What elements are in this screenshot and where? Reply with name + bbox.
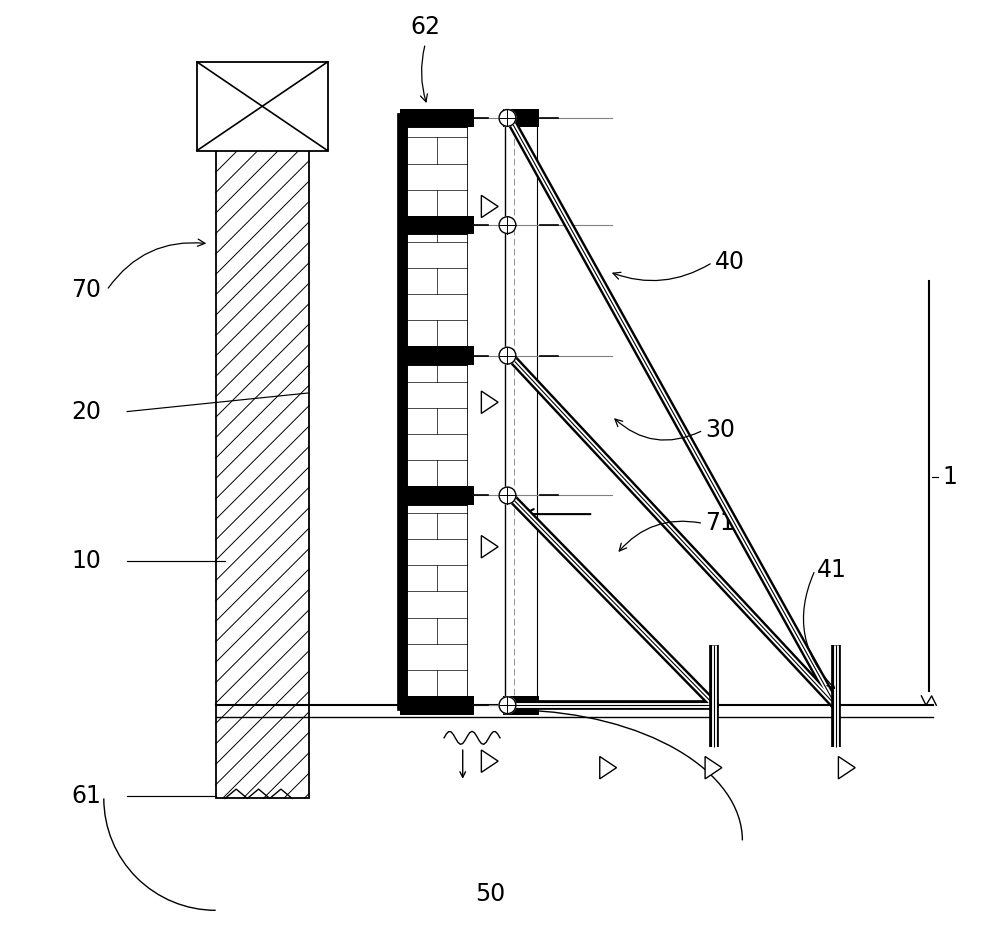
FancyArrowPatch shape	[108, 239, 205, 288]
Text: 70: 70	[71, 279, 101, 302]
Polygon shape	[481, 195, 498, 218]
Circle shape	[499, 697, 516, 713]
Bar	[400, 696, 474, 714]
FancyArrowPatch shape	[420, 46, 427, 102]
Text: 30: 30	[705, 418, 735, 442]
Bar	[400, 108, 474, 127]
Circle shape	[499, 487, 516, 504]
Bar	[400, 486, 474, 505]
Bar	[503, 696, 539, 714]
Polygon shape	[481, 750, 498, 772]
FancyArrowPatch shape	[613, 264, 710, 280]
Text: 62: 62	[410, 15, 440, 38]
Polygon shape	[838, 756, 855, 779]
Bar	[503, 108, 539, 127]
Text: 50: 50	[476, 883, 506, 906]
Bar	[407, 505, 467, 696]
Text: 10: 10	[71, 549, 101, 573]
Text: 1: 1	[943, 465, 958, 489]
Bar	[407, 235, 467, 346]
Polygon shape	[705, 756, 722, 779]
Bar	[197, 62, 328, 151]
Bar	[400, 216, 474, 235]
Bar	[400, 346, 474, 365]
Circle shape	[499, 347, 516, 364]
Bar	[407, 127, 467, 216]
Text: 71: 71	[705, 511, 735, 536]
FancyArrowPatch shape	[615, 419, 701, 440]
Bar	[397, 113, 407, 710]
Bar	[216, 118, 309, 798]
Polygon shape	[481, 536, 498, 558]
Polygon shape	[600, 756, 617, 779]
Polygon shape	[481, 391, 498, 413]
Circle shape	[499, 217, 516, 234]
FancyArrowPatch shape	[803, 572, 835, 688]
Text: 20: 20	[71, 399, 101, 424]
FancyArrowPatch shape	[619, 521, 700, 551]
Text: 61: 61	[71, 784, 101, 808]
Bar	[407, 365, 467, 486]
Text: 40: 40	[714, 251, 744, 274]
Text: 41: 41	[817, 558, 847, 583]
Circle shape	[499, 109, 516, 126]
